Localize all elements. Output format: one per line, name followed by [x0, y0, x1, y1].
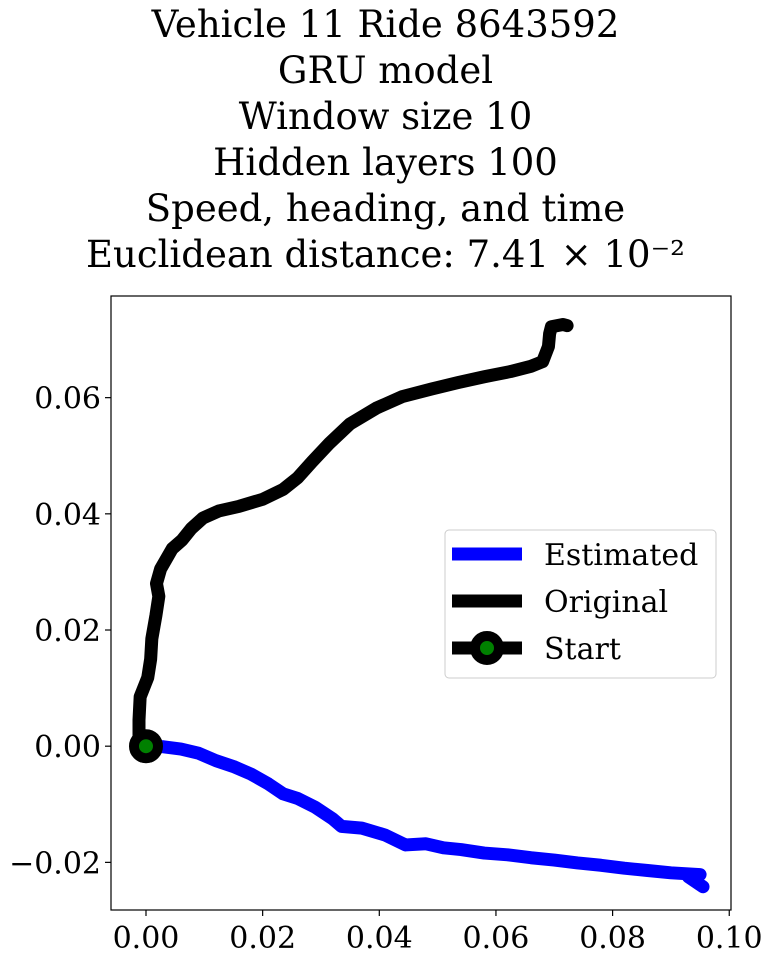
y-tick-label: 0.00 [34, 730, 101, 765]
x-tick-label: 0.06 [463, 921, 530, 956]
x-tick-label: 0.00 [113, 921, 180, 956]
x-tick-label: 0.04 [346, 921, 413, 956]
legend: Estimated Original Start [444, 529, 717, 679]
legend-label-original: Original [544, 585, 668, 620]
series-layer [128, 317, 710, 894]
title-line-5: Speed, heading, and time [145, 187, 626, 230]
title-line-1: Vehicle 11 Ride 8643592 [151, 3, 620, 46]
chart-title: Vehicle 11 Ride 8643592 GRU model Window… [0, 0, 771, 278]
y-tick-label: 0.04 [34, 498, 101, 533]
x-tick-label: 0.02 [229, 921, 296, 956]
title-line-2: GRU model [277, 49, 494, 92]
title-line-4: Hidden layers 100 [213, 141, 558, 184]
legend-label-estimated: Estimated [544, 538, 698, 573]
start-marker [128, 729, 163, 764]
y-axis: −0.02 0.00 0.02 0.04 0.06 [9, 382, 111, 881]
axes-frame [110, 295, 732, 911]
legend-label-start: Start [544, 632, 621, 667]
title-line-3: Window size 10 [238, 95, 533, 138]
legend-box [444, 529, 717, 679]
series-line-original [132, 317, 574, 753]
y-tick-label: −0.02 [9, 846, 101, 881]
legend-start-marker [470, 631, 504, 665]
x-axis: 0.00 0.02 0.04 0.06 0.08 0.10 [113, 910, 763, 956]
x-tick-label: 0.08 [579, 921, 646, 956]
y-tick-label: 0.02 [34, 614, 101, 649]
title-line-6: Euclidean distance: 7.41 × 10⁻² [86, 233, 685, 276]
series-line-estimated [139, 739, 710, 894]
y-tick-label: 0.06 [34, 382, 101, 417]
x-tick-label: 0.10 [696, 921, 763, 956]
